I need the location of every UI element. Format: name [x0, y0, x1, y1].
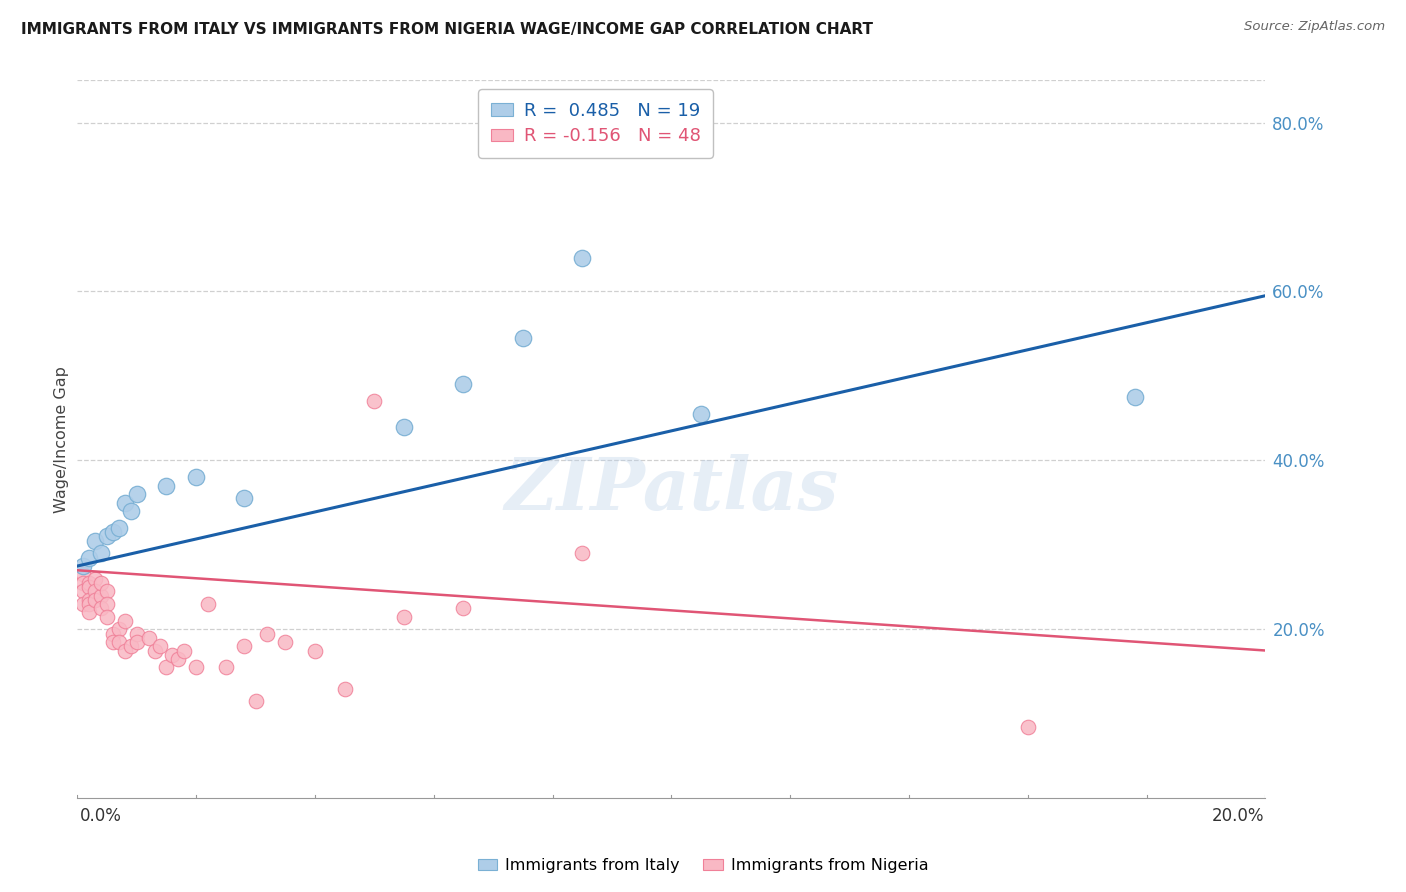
Point [245, 694, 267, 708]
Text: ZIPatlas: ZIPatlas [505, 454, 838, 525]
Point [571, 546, 593, 560]
Point [101, 525, 124, 540]
Point [96, 609, 118, 624]
Point [690, 407, 713, 421]
Point [77, 550, 100, 565]
Point [155, 660, 177, 674]
Point [120, 640, 142, 654]
Point [1017, 719, 1039, 733]
Point [149, 640, 172, 654]
Text: 20.0%: 20.0% [1212, 807, 1264, 825]
Point [143, 643, 166, 657]
Point [101, 626, 124, 640]
Point [125, 635, 148, 649]
Point [363, 394, 385, 409]
Point [77, 576, 100, 591]
Point [392, 609, 415, 624]
Point [77, 597, 100, 611]
Point [84, 572, 107, 586]
Point [571, 251, 593, 265]
Point [1123, 390, 1146, 404]
Point [72, 567, 94, 582]
Text: Source: ZipAtlas.com: Source: ZipAtlas.com [1244, 20, 1385, 33]
Point [84, 533, 107, 548]
Point [72, 576, 94, 591]
Point [232, 640, 254, 654]
Point [453, 377, 475, 392]
Point [77, 580, 100, 594]
Point [90, 576, 112, 591]
Point [90, 589, 112, 603]
Point [96, 584, 118, 599]
Point [215, 660, 238, 674]
Point [114, 614, 136, 628]
Point [120, 504, 142, 518]
Point [186, 660, 208, 674]
Point [197, 597, 219, 611]
Point [333, 681, 356, 696]
Y-axis label: Wage/Income Gap: Wage/Income Gap [53, 366, 69, 513]
Legend: R =  0.485   N = 19, R = -0.156   N = 48: R = 0.485 N = 19, R = -0.156 N = 48 [478, 89, 713, 158]
Point [84, 584, 107, 599]
Point [72, 597, 94, 611]
Point [173, 643, 195, 657]
Point [77, 606, 100, 620]
Point [96, 597, 118, 611]
Point [90, 546, 112, 560]
Point [108, 635, 131, 649]
Point [96, 529, 118, 543]
Point [186, 470, 208, 484]
Point [90, 601, 112, 615]
Point [162, 648, 184, 662]
Point [453, 601, 475, 615]
Point [232, 491, 254, 506]
Point [72, 584, 94, 599]
Point [114, 496, 136, 510]
Point [274, 635, 297, 649]
Point [304, 643, 326, 657]
Point [125, 487, 148, 501]
Point [125, 626, 148, 640]
Point [72, 559, 94, 574]
Point [512, 331, 534, 345]
Text: 0.0%: 0.0% [80, 807, 122, 825]
Point [392, 419, 415, 434]
Point [84, 592, 107, 607]
Point [101, 635, 124, 649]
Text: IMMIGRANTS FROM ITALY VS IMMIGRANTS FROM NIGERIA WAGE/INCOME GAP CORRELATION CHA: IMMIGRANTS FROM ITALY VS IMMIGRANTS FROM… [21, 22, 873, 37]
Point [77, 592, 100, 607]
Point [138, 631, 160, 645]
Point [155, 479, 177, 493]
Point [256, 626, 278, 640]
Point [108, 623, 131, 637]
Legend: Immigrants from Italy, Immigrants from Nigeria: Immigrants from Italy, Immigrants from N… [471, 852, 935, 880]
Point [114, 643, 136, 657]
Point [108, 521, 131, 535]
Point [167, 652, 190, 666]
